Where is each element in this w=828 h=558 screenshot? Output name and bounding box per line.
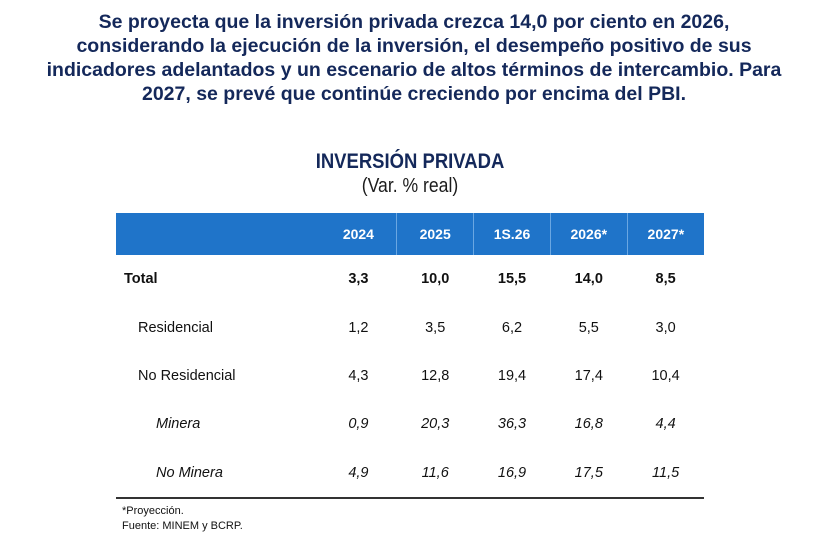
headline-line: considerando la ejecución de la inversió… [76,35,752,57]
table-cell: 3,5 [425,319,446,336]
table-subtitle: (Var. % real) [361,175,459,197]
table-cell: 6,2 [501,319,523,336]
table-cell: 17,5 [550,448,628,499]
headline-line: 2027, se prevé que continúe creciendo po… [141,83,687,105]
column-header: 2024 [320,213,398,255]
column-header-blank [116,213,321,255]
table-row: Residencial 1,2 3,5 6,2 5,5 3,0 [116,303,704,351]
table-cell: 15,5 [497,271,527,288]
table-cell: 36,3 [497,416,527,433]
table-cell: 4,4 [655,416,676,433]
table-row: No Minera 4,9 11,6 16,9 17,5 11,5 [116,448,704,499]
projection-note: *Proyección. [122,505,184,517]
table-cell: 17,4 [574,367,603,384]
table-cell: 20,3 [421,416,450,433]
table-cell: 3,3 [348,271,369,288]
column-header: 2027* [627,213,704,255]
table-cell: 3,0 [655,319,676,336]
table-cell: 4,3 [348,367,369,384]
row-label: No Residencial [138,367,236,384]
table-row: No Residencial 4,3 12,8 19,4 17,4 10,4 [116,352,704,400]
table-row: Minera 0,9 20,3 36,3 16,8 4,4 [116,400,704,448]
data-table-container: 2024 2025 1S.26 2026* 2027* Total 3,3 10… [116,213,704,499]
table-cell: 8,5 [655,271,676,288]
table-cell: 19,4 [497,367,527,384]
table-cell: 10,0 [421,271,450,288]
row-label: Minera [156,416,201,433]
table-title: INVERSIÓN PRIVADA [315,150,505,173]
table-cell: 16,9 [473,448,551,499]
table-row: Total 3,3 10,0 15,5 14,0 8,5 [116,255,704,303]
table-cell: 5,5 [578,319,599,336]
table-cell: 1,2 [348,319,369,336]
column-header: 2026* [550,213,628,255]
column-header: 2025 [396,213,475,255]
table-cell: 10,4 [651,367,680,384]
row-label: Residencial [138,319,213,336]
headline: Se proyecta que la inversión privada cre… [0,10,828,106]
table-cell: 16,8 [574,416,603,433]
headline-line: Se proyecta que la inversión privada cre… [98,11,730,33]
row-label: Total [124,271,158,288]
headline-line: indicadores adelantados y un escenario d… [46,59,782,81]
column-header: 1S.26 [473,213,551,255]
row-label: No Minera [116,448,320,499]
table-header-row: 2024 2025 1S.26 2026* 2027* [116,213,704,255]
table-cell: 4,9 [320,448,397,499]
table-cell: 11,6 [396,448,474,499]
table-cell: 12,8 [421,367,450,384]
table-cell: 11,5 [627,448,704,499]
source-note: Fuente: MINEM y BCRP. [122,520,243,532]
table-cell: 0,9 [348,416,369,433]
footnotes: *Proyección. Fuente: MINEM y BCRP. [122,504,243,534]
table-cell: 14,0 [574,271,603,288]
investment-table: 2024 2025 1S.26 2026* 2027* Total 3,3 10… [116,213,704,499]
